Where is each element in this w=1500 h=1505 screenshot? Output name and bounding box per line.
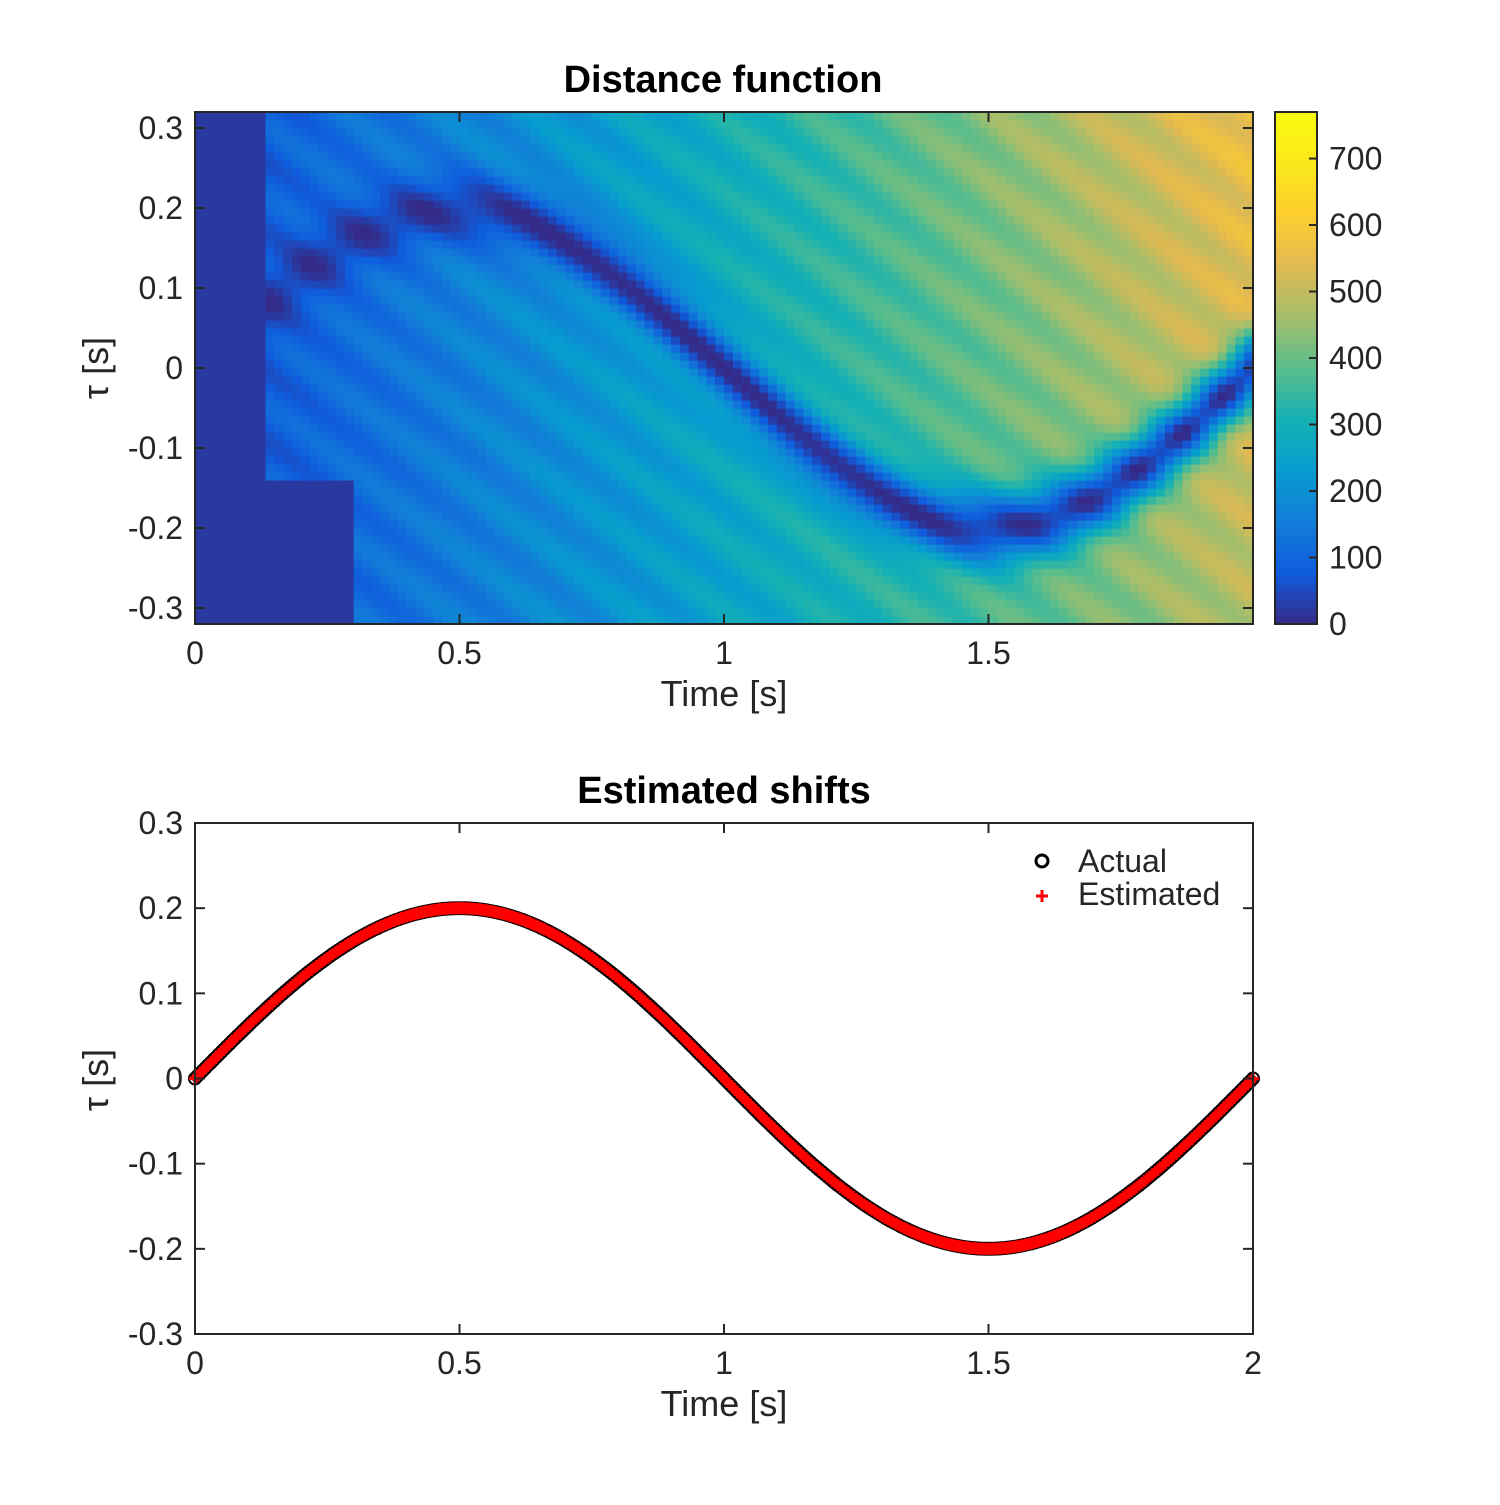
colorbar-gradient xyxy=(1275,112,1317,625)
colorbar-tick-label: 700 xyxy=(1329,141,1382,177)
shifts-x-tick-label: 0.5 xyxy=(437,1345,481,1381)
shifts-x-tick-label: 1 xyxy=(715,1345,733,1381)
heatmap-cells xyxy=(195,112,1254,625)
colorbar-tick-label: 100 xyxy=(1329,540,1382,576)
heatmap-y-tick-label: 0.2 xyxy=(139,190,183,226)
legend-estimated-label: Estimated xyxy=(1078,876,1220,912)
shifts-y-tick-label: 0 xyxy=(165,1061,183,1097)
colorbar-tick-label: 400 xyxy=(1329,340,1382,376)
shifts-x-tick-label: 2 xyxy=(1244,1345,1262,1381)
heatmap-x-tick-label: 0.5 xyxy=(437,635,481,671)
heatmap-y-tick-label: 0.3 xyxy=(139,110,183,146)
colorbar-tick-label: 300 xyxy=(1329,407,1382,443)
heatmap-y-tick-label: -0.2 xyxy=(128,510,183,546)
heatmap-title: Distance function xyxy=(564,59,883,101)
heatmap-y-tick-label: -0.1 xyxy=(128,430,183,466)
shifts-y-tick-label: -0.1 xyxy=(128,1146,183,1182)
heatmap-x-tick-label: 0 xyxy=(186,635,204,671)
shifts-x-tick-label: 1.5 xyxy=(966,1345,1010,1381)
colorbar-tick-label: 200 xyxy=(1329,473,1382,509)
shifts-y-tick-label: 0.1 xyxy=(139,975,183,1011)
shifts-x-tick-label: 0 xyxy=(186,1345,204,1381)
shifts-y-tick-label: -0.3 xyxy=(128,1316,183,1352)
colorbar-tick-label: 500 xyxy=(1329,274,1382,310)
shifts-y-tick-label: 0.3 xyxy=(139,805,183,841)
heatmap-y-tick-label: -0.3 xyxy=(128,590,183,626)
heatmap-y-tick-label: 0.1 xyxy=(139,270,183,306)
heatmap-x-tick-label: 1 xyxy=(715,635,733,671)
shifts-title: Estimated shifts xyxy=(577,770,871,812)
colorbar-tick-label: 600 xyxy=(1329,207,1382,243)
colorbar-ticks: 0 100 200 300 400 500 600 700 xyxy=(1309,141,1382,642)
shifts-y-label: τ [s] xyxy=(75,1049,116,1111)
heatmap-x-tick-label: 1.5 xyxy=(966,635,1010,671)
colorbar-tick-label: 0 xyxy=(1329,606,1347,642)
heatmap-x-label: Time [s] xyxy=(661,673,788,714)
heatmap-y-label: τ [s] xyxy=(75,337,116,399)
shifts-y-tick-label: -0.2 xyxy=(128,1231,183,1267)
shifts-y-tick-label: 0.2 xyxy=(139,890,183,926)
shifts-x-label: Time [s] xyxy=(661,1383,788,1424)
heatmap-y-tick-label: 0 xyxy=(165,350,183,386)
legend-actual-label: Actual xyxy=(1078,843,1167,879)
